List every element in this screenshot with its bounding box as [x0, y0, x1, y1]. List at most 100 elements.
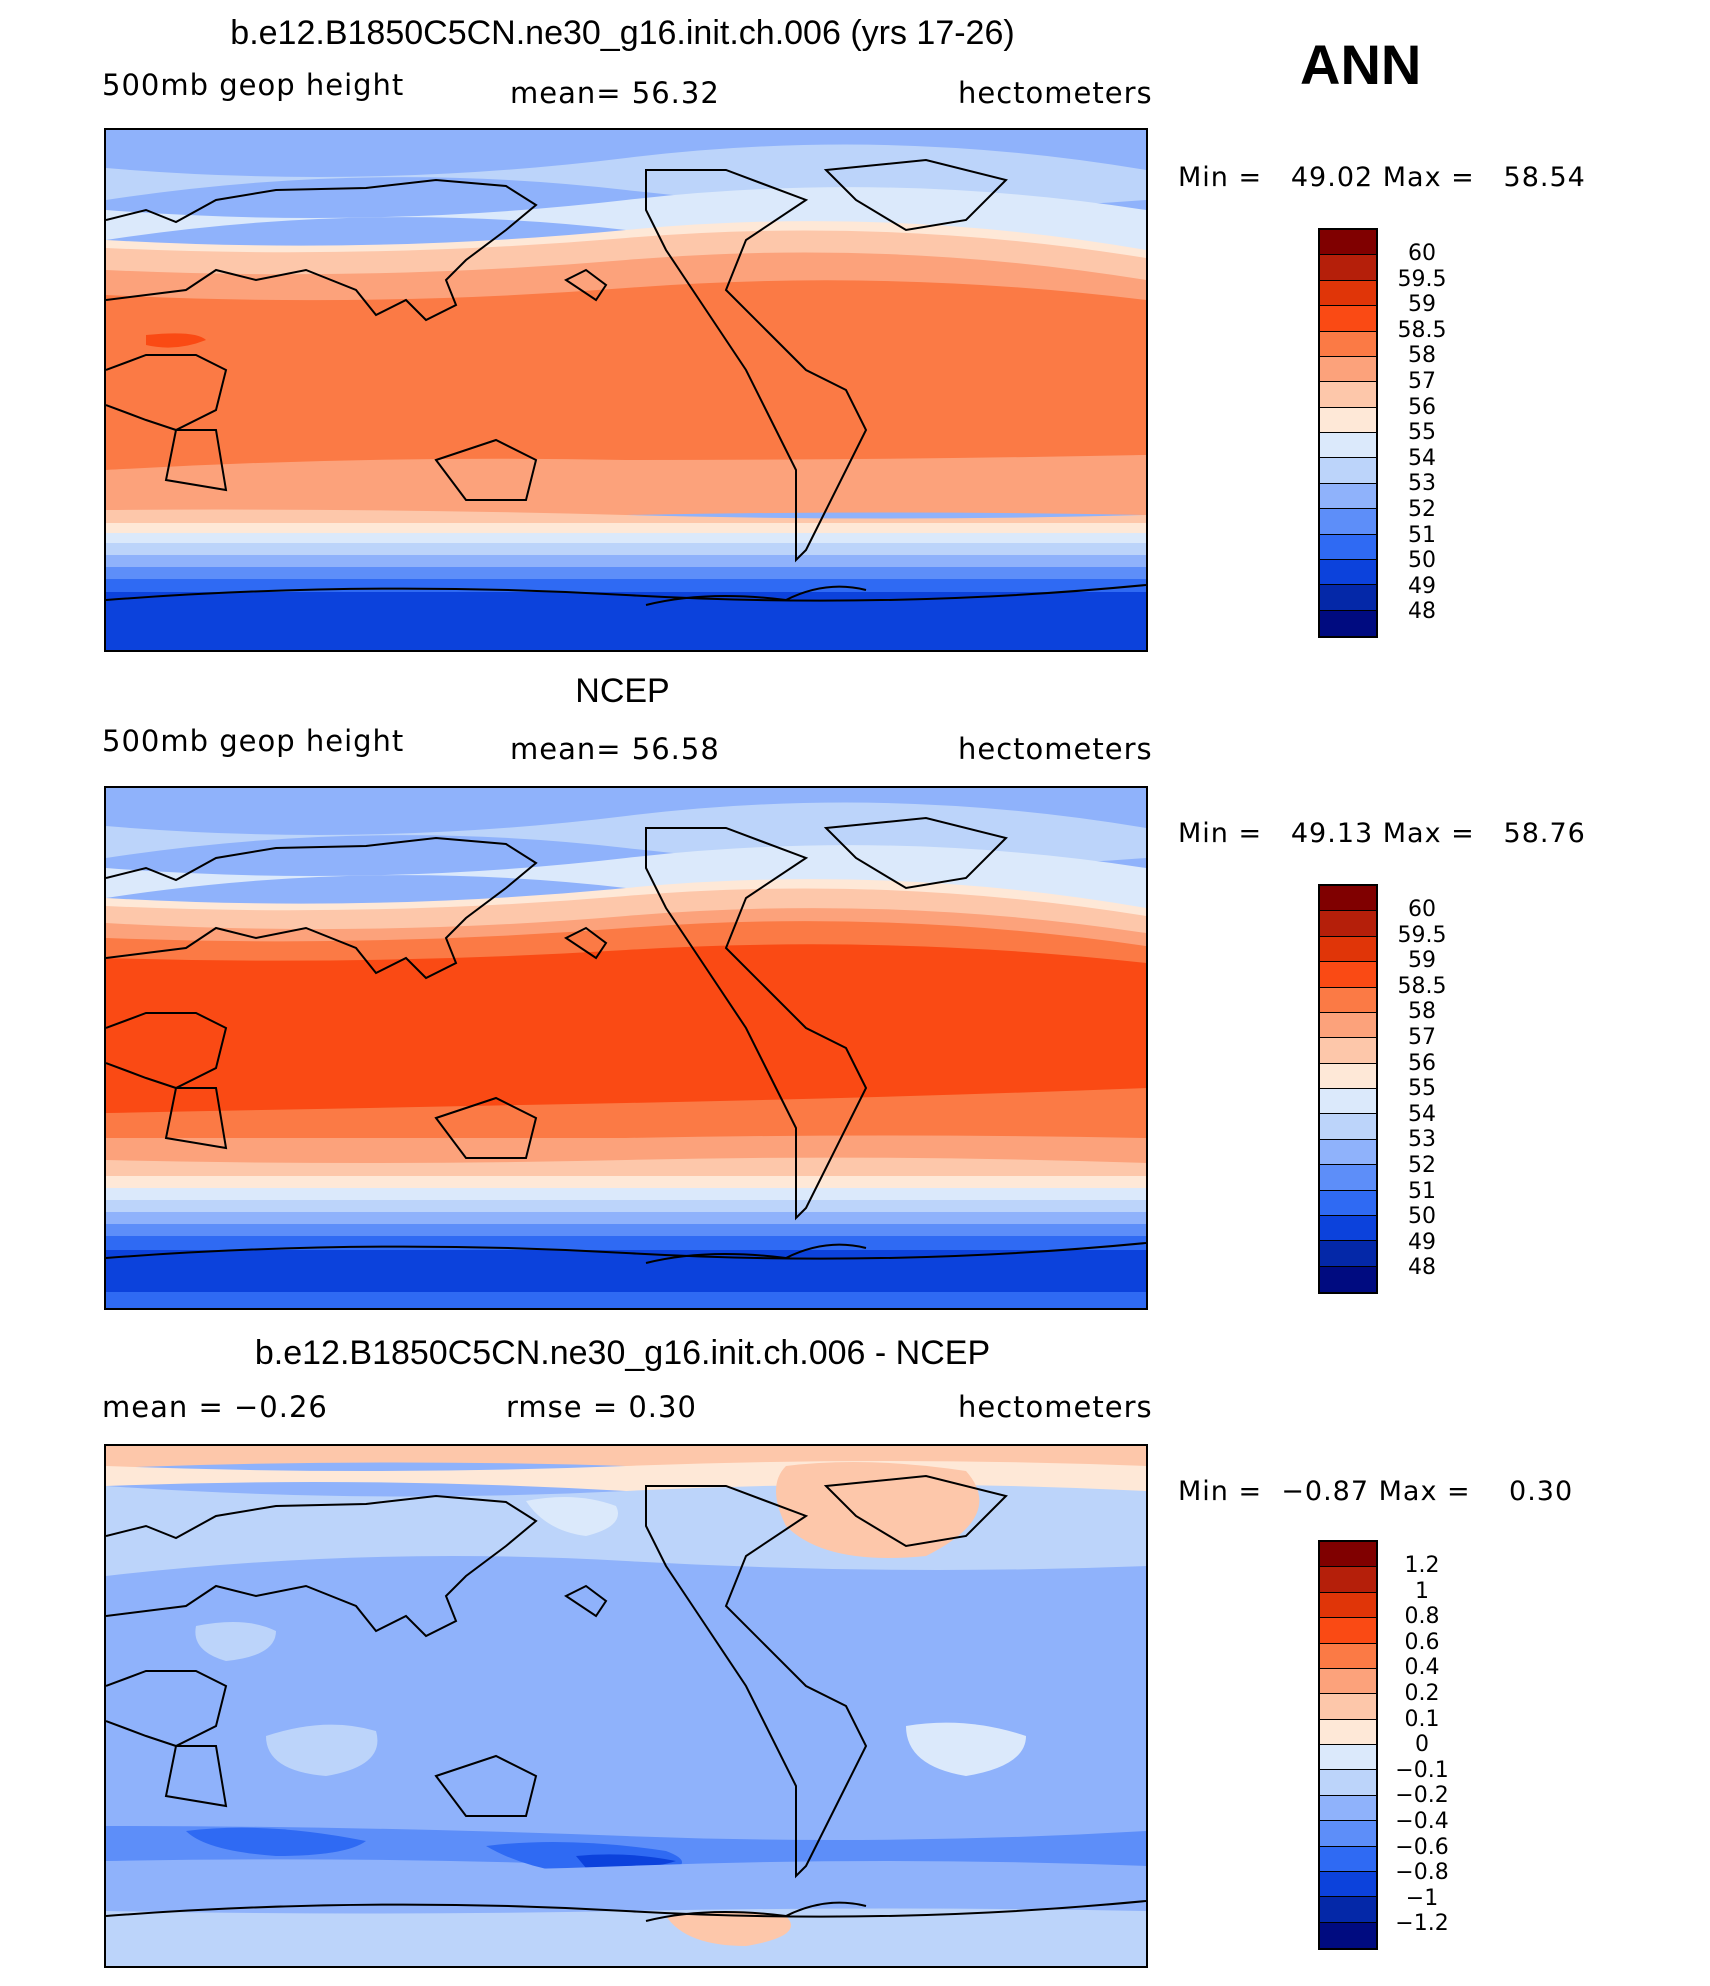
- colorbar-swatch: [1320, 886, 1376, 912]
- colorbar-labels: 1.2 1 0.8 0.6 0.4 0.2 0.1 0 −0.1 −0.2 −0.4 −0.6 −0.8…: [1382, 1553, 1462, 1937]
- colorbar-swatch: [1320, 1063, 1376, 1089]
- colorbar-tick-label: −1.2: [1395, 1911, 1449, 1937]
- colorbar-tick-label: 59: [1408, 292, 1436, 318]
- colorbar-tick-label: −1: [1405, 1885, 1439, 1911]
- colorbar-swatch: [1320, 1215, 1376, 1242]
- colorbar-swatch: [1320, 1567, 1376, 1593]
- max-value: 0.30: [1509, 1476, 1574, 1507]
- colorbar-tick-label: 58: [1408, 999, 1436, 1025]
- colorbar-swatch: [1320, 1821, 1376, 1847]
- colorbar-tick-label: 0: [1415, 1732, 1429, 1758]
- colorbar-swatch: [1320, 1241, 1376, 1267]
- colorbar-tick-label: −0.2: [1395, 1783, 1449, 1809]
- colorbar-swatch: [1320, 1643, 1376, 1669]
- colorbar-swatch: [1320, 255, 1376, 281]
- colorbar-swatch: [1320, 1668, 1376, 1695]
- colorbar-tick-label: 53: [1408, 1127, 1436, 1153]
- colorbar-swatch: [1320, 280, 1376, 307]
- colorbar-swatch: [1320, 1618, 1376, 1644]
- colorbar-tick-label: 50: [1408, 548, 1436, 574]
- colorbar-swatch: [1320, 1897, 1376, 1923]
- colorbar-tick-label: −0.4: [1395, 1808, 1449, 1834]
- colorbar-swatch: [1320, 585, 1376, 611]
- colorbar-tick-label: 60: [1408, 897, 1436, 922]
- colorbar-tick-label: 58: [1408, 343, 1436, 369]
- ncep-contour-map: [106, 788, 1146, 1308]
- colorbar-swatch: [1320, 1190, 1376, 1216]
- colorbar-labels: 60 59.5 59 58.5 58 57 56 55 54 53 52 51 50 49 48: [1382, 897, 1462, 1281]
- model-contour-map: [106, 130, 1146, 650]
- colorbar-tick-label: 0.8: [1404, 1604, 1440, 1630]
- colorbar-tick-label: 51: [1408, 1178, 1436, 1204]
- colorbar-tick-label: 58.5: [1397, 317, 1447, 343]
- max-label: Max =: [1378, 1476, 1471, 1507]
- variable-label: 500mb geop height: [102, 68, 405, 102]
- units-label: hectometers: [958, 1390, 1153, 1424]
- mean-label: mean= 56.58: [510, 732, 720, 766]
- colorbar-tick-label: 0.6: [1404, 1629, 1440, 1655]
- colorbar-tick-label: 48: [1408, 1255, 1436, 1281]
- colorbar-swatch: [1320, 230, 1376, 256]
- panel-title: NCEP: [575, 672, 670, 710]
- colorbar-swatch: [1320, 1592, 1376, 1619]
- colorbar-swatch: [1320, 1266, 1376, 1292]
- units-label: hectometers: [958, 76, 1153, 110]
- min-label: Min =: [1178, 1476, 1263, 1507]
- colorbar-tick-label: −0.6: [1395, 1834, 1449, 1860]
- colorbar-tick-label: 0.4: [1404, 1655, 1440, 1681]
- colorbar-tick-label: −0.8: [1395, 1860, 1449, 1886]
- colorbar-swatch: [1320, 987, 1376, 1013]
- colorbar-tick-label: 0.1: [1404, 1706, 1440, 1732]
- colorbar-labels: 60 59.5 59 58.5 58 57 56 55 54 53 52 51 50 49 48: [1382, 241, 1462, 625]
- difference-contour-map: [106, 1446, 1146, 1966]
- colorbar-swatch: [1320, 1038, 1376, 1064]
- colorbar-swatch: [1320, 1745, 1376, 1771]
- colorbar-swatch: [1320, 1165, 1376, 1191]
- colorbar-tick-label: 59: [1408, 948, 1436, 974]
- units-label: hectometers: [958, 732, 1153, 766]
- colorbar-tick-label: 49: [1408, 573, 1436, 599]
- colorbar-swatch: [1320, 1542, 1376, 1568]
- ncep-map: [104, 786, 1148, 1310]
- colorbar-swatch: [1320, 1139, 1376, 1166]
- min-label: Min =: [1178, 818, 1263, 849]
- colorbar-swatch: [1320, 1795, 1376, 1822]
- colorbar-tick-label: −0.1: [1395, 1757, 1449, 1783]
- colorbar-swatch: [1320, 559, 1376, 586]
- colorbar-swatch: [1320, 407, 1376, 433]
- colorbar-swatch: [1320, 1012, 1376, 1039]
- colorbar-tick-label: 60: [1408, 241, 1436, 266]
- max-label: Max =: [1382, 162, 1475, 193]
- colorbar-tick-label: 0.2: [1404, 1680, 1440, 1706]
- colorbar-swatch: [1320, 610, 1376, 636]
- colorbar-tick-label: 58.5: [1397, 973, 1447, 999]
- season-label: ANN: [1300, 33, 1422, 96]
- colorbar-swatch: [1320, 483, 1376, 510]
- colorbar-tick-label: 50: [1408, 1204, 1436, 1230]
- colorbar-tick-label: 52: [1408, 1152, 1436, 1178]
- colorbar-tick-label: 51: [1408, 522, 1436, 548]
- model-map: [104, 128, 1148, 652]
- colorbar-swatch: [1320, 1871, 1376, 1898]
- colorbar-swatch: [1320, 356, 1376, 383]
- colorbar-tick-label: 57: [1408, 368, 1436, 394]
- panel-title: b.e12.B1850C5CN.ne30_g16.init.ch.006 (yr…: [230, 14, 1015, 52]
- colorbar-tick-label: 59.5: [1397, 922, 1447, 948]
- colorbar-tick-label: 1.2: [1404, 1553, 1440, 1578]
- colorbar-swatch: [1320, 962, 1376, 988]
- colorbar-swatch: [1320, 306, 1376, 332]
- difference-map: [104, 1444, 1148, 1968]
- mean-label: mean = −0.26: [102, 1390, 328, 1424]
- colorbar-swatch: [1320, 382, 1376, 408]
- max-label: Max =: [1382, 818, 1475, 849]
- colorbar-tick-label: 54: [1408, 445, 1436, 471]
- min-value: −0.87: [1281, 1476, 1370, 1507]
- colorbar-tick-label: 49: [1408, 1229, 1436, 1255]
- colorbar-swatch: [1320, 331, 1376, 357]
- colorbar-swatch: [1320, 911, 1376, 937]
- colorbar-swatch: [1320, 1114, 1376, 1140]
- min-max-readout: Min = −0.87 Max = 0.30: [1178, 1476, 1573, 1507]
- colorbar: [1318, 1540, 1378, 1950]
- colorbar-swatch: [1320, 1719, 1376, 1745]
- min-value: 49.02: [1290, 162, 1374, 193]
